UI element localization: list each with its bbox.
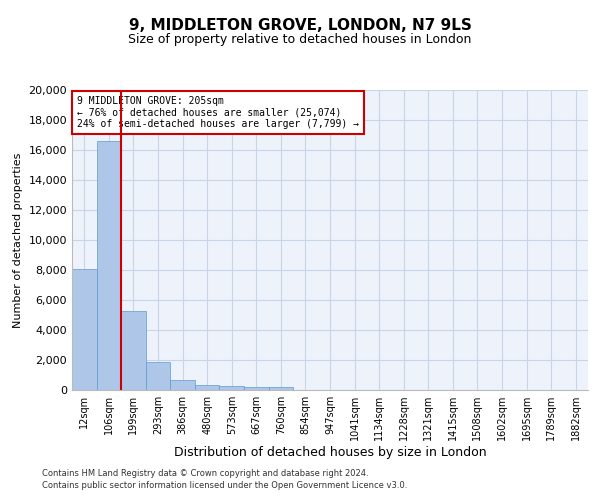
Bar [269,388,293,390]
Text: Contains HM Land Registry data © Crown copyright and database right 2024.: Contains HM Land Registry data © Crown c… [42,468,368,477]
X-axis label: Distribution of detached houses by size in London: Distribution of detached houses by size … [173,446,487,459]
Bar [244,387,269,390]
Text: Contains public sector information licensed under the Open Government Licence v3: Contains public sector information licen… [42,481,407,490]
Text: 9 MIDDLETON GROVE: 205sqm
← 76% of detached houses are smaller (25,074)
24% of s: 9 MIDDLETON GROVE: 205sqm ← 76% of detac… [77,96,359,129]
Y-axis label: Number of detached properties: Number of detached properties [13,152,23,328]
Bar [97,141,121,390]
Bar [72,268,97,390]
Bar [220,386,244,390]
Text: Size of property relative to detached houses in London: Size of property relative to detached ho… [128,32,472,46]
Bar [170,380,195,390]
Bar [195,385,220,390]
Bar [146,362,170,390]
Bar [121,310,146,390]
Text: 9, MIDDLETON GROVE, LONDON, N7 9LS: 9, MIDDLETON GROVE, LONDON, N7 9LS [128,18,472,32]
